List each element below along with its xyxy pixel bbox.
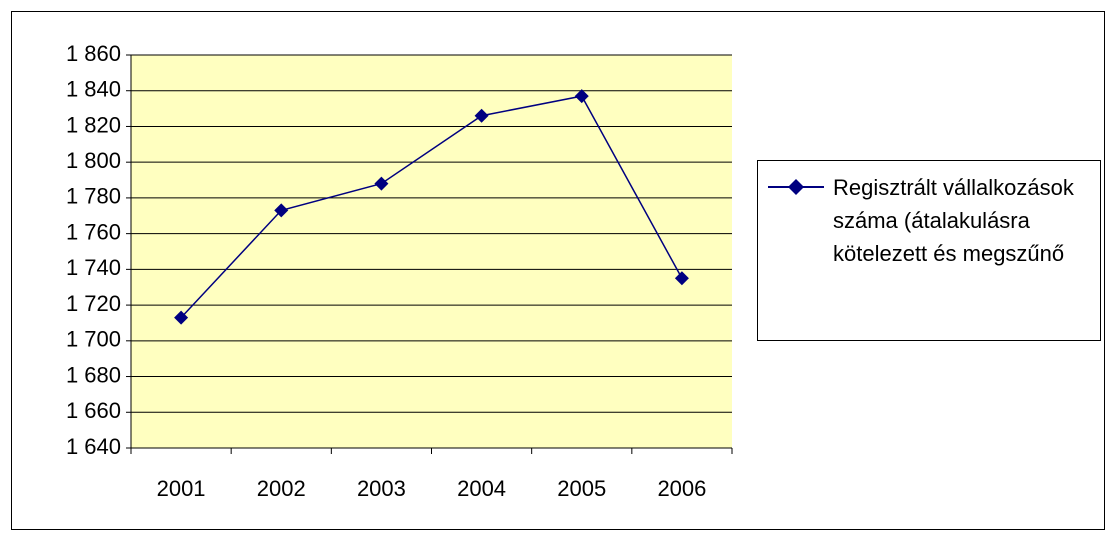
y-tick-label: 1 680 xyxy=(66,362,121,387)
y-tick-label: 1 780 xyxy=(66,184,121,209)
data-point xyxy=(574,89,589,104)
y-tick-label: 1 860 xyxy=(66,41,121,66)
y-tick-label: 1 640 xyxy=(66,434,121,459)
y-tick-label: 1 720 xyxy=(66,291,121,316)
y-tick-label: 1 800 xyxy=(66,148,121,173)
y-tick-label: 1 740 xyxy=(66,255,121,280)
x-tick-label: 2002 xyxy=(257,476,306,501)
legend-marker xyxy=(768,179,824,195)
series-line xyxy=(180,95,683,319)
legend-diamond xyxy=(788,179,804,195)
data-point xyxy=(674,271,689,286)
y-tick-label: 1 660 xyxy=(66,398,121,423)
plot-area xyxy=(131,55,732,448)
y-tick-label: 1 700 xyxy=(66,327,121,352)
x-tick-label: 2004 xyxy=(457,476,506,501)
data-point xyxy=(174,310,189,325)
data-point xyxy=(474,108,489,123)
x-tick-label: 2005 xyxy=(557,476,606,501)
x-tick-label: 2001 xyxy=(157,476,206,501)
y-tick-label: 1 760 xyxy=(66,219,121,244)
legend-label: Regisztrált vállalkozások száma (átalaku… xyxy=(833,175,1074,266)
y-tick-label: 1 840 xyxy=(66,77,121,102)
data-point xyxy=(274,203,289,218)
x-tick-label: 2006 xyxy=(657,476,706,501)
y-tick-label: 1 820 xyxy=(66,112,121,137)
x-tick-label: 2003 xyxy=(357,476,406,501)
data-point xyxy=(374,176,389,191)
legend: Regisztrált vállalkozások száma (átalaku… xyxy=(757,160,1101,341)
